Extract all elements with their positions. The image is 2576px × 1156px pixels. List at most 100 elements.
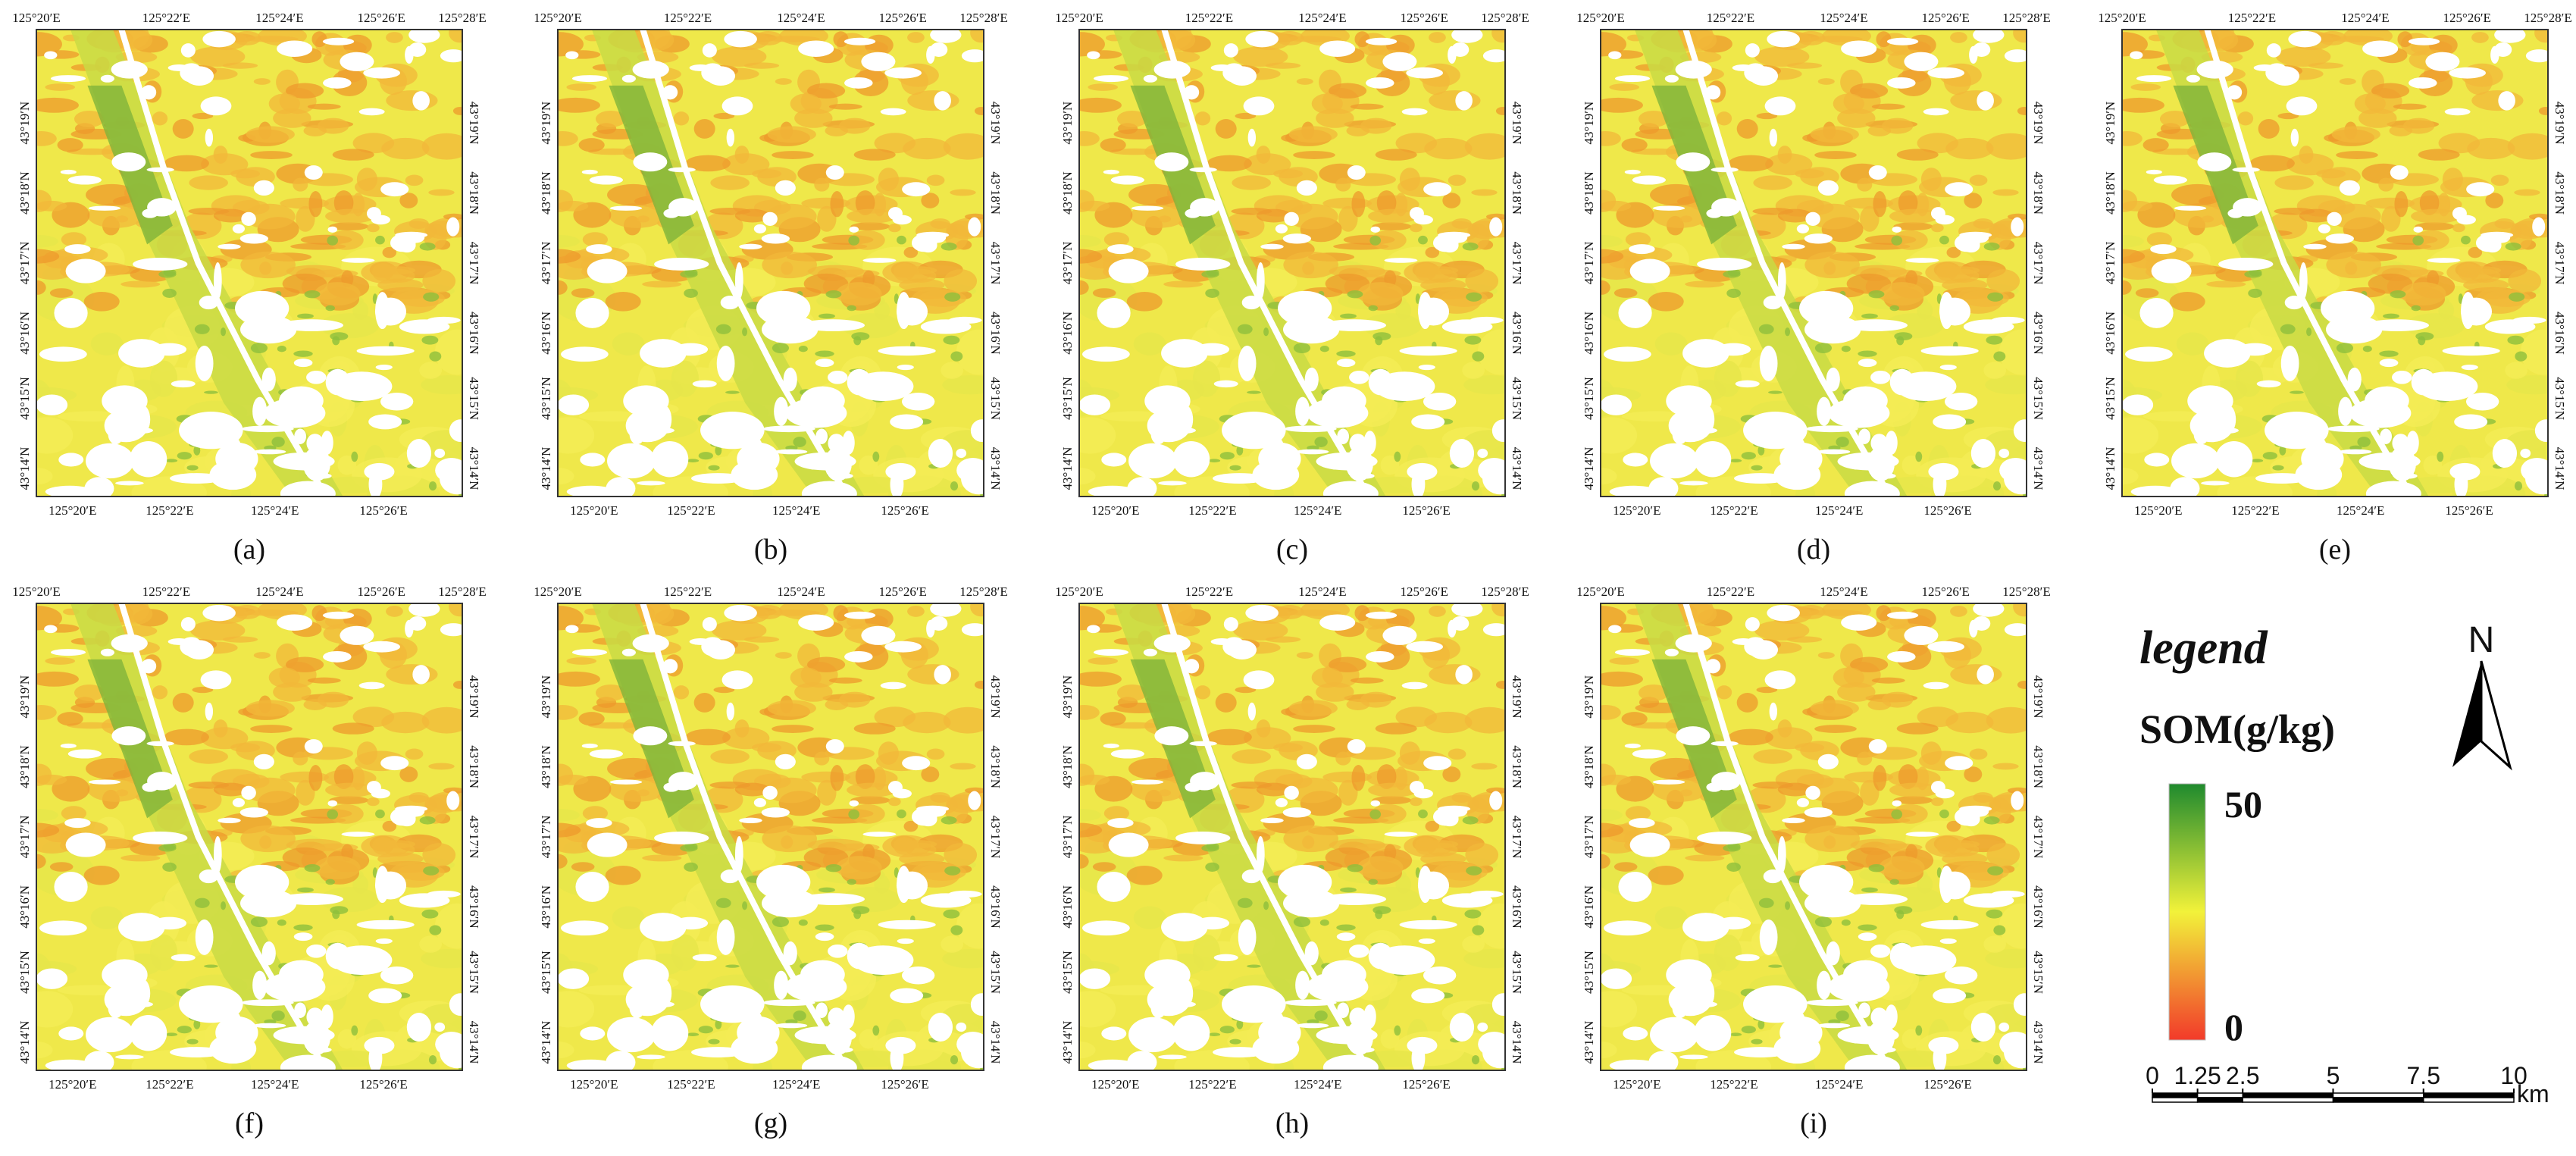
longitude-label: 125°22′E: [2228, 11, 2276, 25]
map-frame: [1078, 603, 1506, 1071]
latitude-label: 43°18′N: [2103, 171, 2117, 215]
latitude-label: 43°14′N: [988, 1021, 1003, 1064]
map-frame: [36, 29, 463, 497]
longitude-label: 125°26′E: [881, 503, 928, 518]
longitude-label: 125°22′E: [142, 584, 190, 599]
panel-label: (e): [2319, 534, 2351, 565]
longitude-label: 125°22′E: [1188, 503, 1236, 518]
latitude-label: 43°18′N: [1060, 171, 1075, 215]
longitude-label: 125°20′E: [49, 503, 96, 518]
latitude-label: 43°14′N: [1060, 1021, 1075, 1064]
scale-label: 1.25: [2174, 1062, 2221, 1089]
map-raster: [2090, 22, 2565, 514]
scale-segment: [2332, 1092, 2424, 1098]
latitude-label: 43°14′N: [988, 447, 1003, 490]
longitude-label: 125°22′E: [1707, 11, 1754, 25]
latitude-label: 43°15′N: [17, 377, 32, 420]
legend-min: 0: [2224, 1006, 2243, 1048]
latitude-label: 43°16′N: [988, 885, 1003, 929]
longitude-label: 125°28′E: [2002, 11, 2050, 25]
longitude-label: 125°26′E: [2445, 503, 2493, 518]
panel-label: (h): [1275, 1107, 1309, 1139]
latitude-label: 43°14′N: [467, 447, 481, 490]
map-panel: 125°20′E 125°22′E 125°24′E 125°26′E 125°28′E…: [526, 584, 1007, 1139]
panel-label: (d): [1797, 534, 1830, 565]
scale-segment: [2332, 1097, 2424, 1103]
longitude-label: 125°26′E: [2443, 11, 2491, 25]
latitude-label: 43°15′N: [539, 951, 553, 994]
longitude-label: 125°24′E: [1294, 1077, 1341, 1092]
longitude-label: 125°26′E: [358, 11, 405, 25]
map-raster: [1047, 596, 1523, 1088]
latitude-label: 43°17′N: [2031, 242, 2045, 285]
longitude-label: 125°24′E: [2337, 503, 2384, 518]
scale-label: 10: [2500, 1062, 2527, 1089]
longitude-label: 125°20′E: [1613, 503, 1660, 518]
latitude-label: 43°17′N: [17, 242, 32, 285]
latitude-label: 43°17′N: [539, 816, 553, 859]
latitude-label: 43°17′N: [1060, 242, 1075, 285]
latitude-label: 43°19′N: [539, 102, 553, 145]
latitude-label: 43°18′N: [2031, 745, 2045, 788]
longitude-label: 125°22′E: [1188, 1077, 1236, 1092]
latitude-label: 43°15′N: [1060, 951, 1075, 994]
longitude-label: 125°28′E: [959, 11, 1007, 25]
latitude-label: 43°18′N: [539, 171, 553, 215]
latitude-label: 43°19′N: [17, 102, 32, 145]
latitude-label: 43°14′N: [1060, 447, 1075, 490]
latitude-label: 43°19′N: [988, 102, 1003, 145]
longitude-label: 125°24′E: [1820, 584, 1867, 599]
latitude-label: 43°16′N: [539, 312, 553, 355]
longitude-label: 125°26′E: [879, 584, 927, 599]
map-image: [1569, 596, 2044, 1088]
map-image: [1047, 596, 1523, 1088]
longitude-label: 125°24′E: [251, 1077, 299, 1092]
longitude-label: 125°22′E: [667, 503, 715, 518]
latitude-label: 43°15′N: [467, 951, 481, 994]
longitude-label: 125°28′E: [438, 584, 486, 599]
latitude-label: 43°15′N: [539, 377, 553, 420]
longitude-label: 125°26′E: [1923, 1077, 1971, 1092]
longitude-label: 125°26′E: [881, 1077, 928, 1092]
longitude-label: 125°20′E: [534, 584, 581, 599]
latitude-label: 43°14′N: [17, 447, 32, 490]
map-frame: [1600, 603, 2027, 1071]
latitude-label: 43°16′N: [988, 312, 1003, 355]
longitude-label: 125°24′E: [1298, 11, 1346, 25]
latitude-label: 43°17′N: [1510, 242, 1524, 285]
legend: legend SOM(g/kg) 50 0: [2139, 622, 2335, 1048]
longitude-label: 125°28′E: [959, 584, 1007, 599]
latitude-label: 43°17′N: [17, 816, 32, 859]
longitude-label: 125°22′E: [664, 584, 712, 599]
latitude-label: 43°16′N: [17, 312, 32, 355]
latitude-label: 43°19′N: [539, 675, 553, 719]
latitude-label: 43°17′N: [2553, 242, 2567, 285]
map-image: [1569, 22, 2044, 514]
north-arrow: N: [2452, 620, 2512, 771]
latitude-label: 43°18′N: [1510, 745, 1524, 788]
map-raster: [526, 596, 1001, 1088]
map-raster: [5, 596, 480, 1088]
scale-label: 0: [2146, 1062, 2159, 1089]
latitude-label: 43°19′N: [1510, 102, 1524, 145]
latitude-label: 43°16′N: [539, 885, 553, 929]
map-panel: 125°20′E 125°22′E 125°24′E 125°26′E 125°28′E…: [1569, 584, 2050, 1139]
longitude-label: 125°24′E: [255, 11, 303, 25]
longitude-label: 125°22′E: [1710, 1077, 1758, 1092]
latitude-label: 43°14′N: [2031, 1021, 2045, 1064]
latitude-label: 43°18′N: [1060, 745, 1075, 788]
latitude-label: 43°19′N: [467, 675, 481, 719]
latitude-label: 43°17′N: [988, 816, 1003, 859]
latitude-label: 43°16′N: [1060, 885, 1075, 929]
longitude-label: 125°20′E: [1576, 584, 1624, 599]
map-raster: [526, 22, 1001, 514]
scale-label: 7.5: [2407, 1062, 2440, 1089]
scale-segment: [2196, 1092, 2243, 1098]
longitude-label: 125°26′E: [359, 503, 407, 518]
longitude-label: 125°26′E: [358, 584, 405, 599]
latitude-label: 43°15′N: [1582, 377, 1596, 420]
latitude-label: 43°16′N: [2031, 312, 2045, 355]
latitude-label: 43°18′N: [988, 745, 1003, 788]
latitude-label: 43°15′N: [467, 377, 481, 420]
